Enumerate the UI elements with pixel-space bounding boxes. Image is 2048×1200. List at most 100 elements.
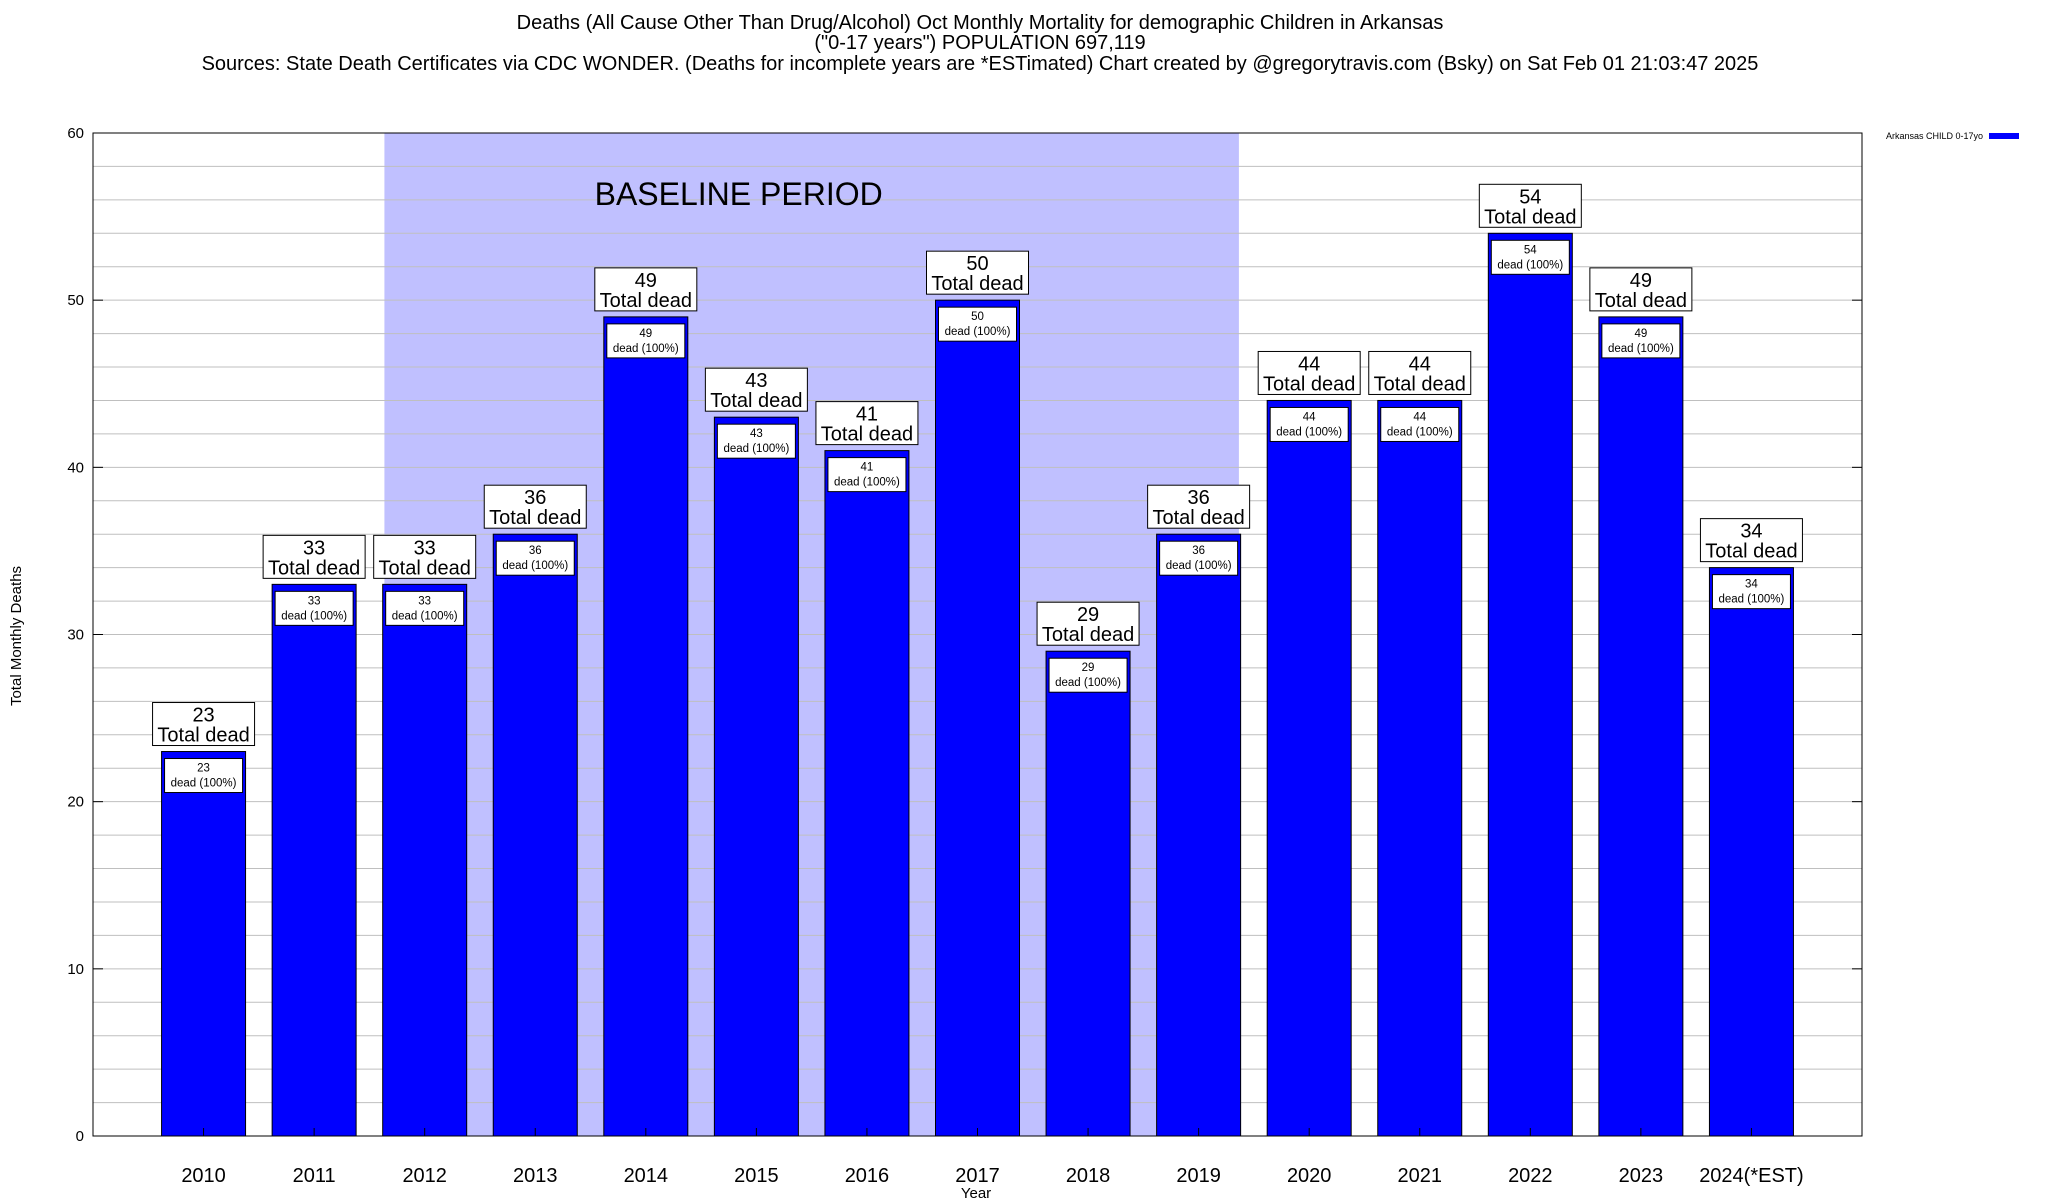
inner-percent-label: dead (100%) <box>834 477 900 489</box>
top-label-box <box>262 534 366 579</box>
top-value-label: 43 <box>745 370 767 392</box>
y-tick-label: 30 <box>67 627 84 644</box>
inner-percent-label: dead (100%) <box>171 778 237 790</box>
bar <box>1156 533 1242 1137</box>
inner-value-label: 23 <box>197 763 210 775</box>
top-value-label: 41 <box>856 404 878 426</box>
top-label-box <box>1699 518 1803 563</box>
top-value-label: 49 <box>1630 270 1652 292</box>
bar <box>1377 399 1463 1137</box>
legend-label: Arkansas CHILD 0-17yo <box>1886 131 1984 141</box>
x-tick-label: 2016 <box>845 1165 890 1187</box>
bar <box>1598 316 1684 1137</box>
x-tick-label: 2020 <box>1287 1165 1332 1187</box>
inner-value-label: 44 <box>1303 411 1316 423</box>
inner-label-box <box>827 457 907 493</box>
inner-percent-label: dead (100%) <box>392 610 458 622</box>
top-value-label: 54 <box>1519 186 1541 208</box>
top-total-label: Total dead <box>1595 290 1687 312</box>
top-value-label: 44 <box>1409 353 1431 375</box>
inner-value-label: 49 <box>1634 328 1647 340</box>
inner-label-box <box>495 540 575 576</box>
top-label-box <box>926 250 1029 295</box>
inner-label-box <box>1490 239 1570 275</box>
y-tick-label: 40 <box>67 459 84 476</box>
bar <box>382 583 468 1137</box>
x-tick-label: 2022 <box>1508 1165 1553 1187</box>
top-label-box <box>594 267 698 312</box>
top-label-box <box>704 367 808 412</box>
x-tick-label: 2013 <box>513 1165 558 1187</box>
top-value-label: 29 <box>1077 604 1099 626</box>
inner-percent-label: dead (100%) <box>723 443 789 455</box>
inner-value-label: 33 <box>418 595 431 607</box>
x-tick-label: 2021 <box>1398 1165 1443 1187</box>
top-total-label: Total dead <box>157 725 249 747</box>
x-tick-label: 2023 <box>1619 1165 1664 1187</box>
top-value-label: 23 <box>192 705 214 727</box>
inner-value-label: 49 <box>639 328 652 340</box>
inner-percent-label: dead (100%) <box>1387 426 1453 438</box>
inner-percent-label: dead (100%) <box>613 343 679 355</box>
chart-subtitle: ("0-17 years") POPULATION 697,119 <box>814 32 1146 54</box>
inner-label-box <box>716 423 796 459</box>
top-label-box <box>373 534 477 579</box>
top-label-box <box>815 401 919 446</box>
top-total-label: Total dead <box>379 557 471 579</box>
inner-percent-label: dead (100%) <box>1276 426 1342 438</box>
x-tick-label: 2012 <box>402 1165 447 1187</box>
inner-label-box <box>938 306 1017 342</box>
bar <box>492 533 578 1137</box>
top-label-box <box>1257 350 1361 395</box>
top-total-label: Total dead <box>268 557 360 579</box>
bar <box>1266 399 1352 1137</box>
top-total-label: Total dead <box>1263 373 1355 395</box>
inner-value-label: 34 <box>1745 579 1758 591</box>
inner-value-label: 50 <box>971 311 984 323</box>
chart-sources: Sources: State Death Certificates via CD… <box>201 53 1759 75</box>
top-label-box <box>152 702 256 747</box>
x-tick-label: 2019 <box>1176 1165 1221 1187</box>
bar <box>935 299 1020 1137</box>
inner-percent-label: dead (100%) <box>502 560 568 572</box>
top-total-label: Total dead <box>1484 206 1576 228</box>
inner-percent-label: dead (100%) <box>281 610 347 622</box>
x-tick-label: 2010 <box>181 1165 226 1187</box>
inner-value-label: 36 <box>1192 545 1205 557</box>
top-total-label: Total dead <box>1705 541 1797 563</box>
inner-percent-label: dead (100%) <box>945 326 1011 338</box>
top-value-label: 33 <box>303 537 325 559</box>
bar <box>824 450 910 1137</box>
top-total-label: Total dead <box>489 507 581 529</box>
top-value-label: 44 <box>1298 353 1320 375</box>
inner-value-label: 36 <box>529 545 542 557</box>
top-value-label: 33 <box>414 537 436 559</box>
x-tick-label: 2024(*EST) <box>1699 1165 1804 1187</box>
y-tick-label: 0 <box>76 1128 84 1145</box>
inner-label-box <box>164 758 244 794</box>
x-tick-label: 2018 <box>1066 1165 1111 1187</box>
bar <box>713 416 799 1137</box>
bar <box>1487 232 1573 1137</box>
y-tick-label: 50 <box>67 292 84 309</box>
legend: Arkansas CHILD 0-17yo <box>1886 131 2020 141</box>
bar <box>603 316 689 1137</box>
top-total-label: Total dead <box>931 273 1023 295</box>
inner-label-box <box>1048 657 1128 693</box>
inner-label-box <box>1601 323 1681 359</box>
x-tick-label: 2011 <box>293 1165 336 1187</box>
y-axis-title: Total Monthly Deaths <box>8 566 25 706</box>
top-total-label: Total dead <box>600 290 692 312</box>
inner-label-box <box>274 590 354 626</box>
bar <box>271 583 357 1137</box>
legend-swatch <box>1989 133 2020 139</box>
chart-title: Deaths (All Cause Other Than Drug/Alcoho… <box>516 12 1444 34</box>
x-tick-label: 2015 <box>734 1165 779 1187</box>
inner-label-box <box>606 323 686 359</box>
top-label-box <box>1368 350 1472 395</box>
top-value-label: 34 <box>1740 521 1762 543</box>
y-tick-label: 20 <box>67 794 84 811</box>
top-label-box <box>483 484 587 529</box>
baseline-period-label: BASELINE PERIOD <box>595 176 883 212</box>
